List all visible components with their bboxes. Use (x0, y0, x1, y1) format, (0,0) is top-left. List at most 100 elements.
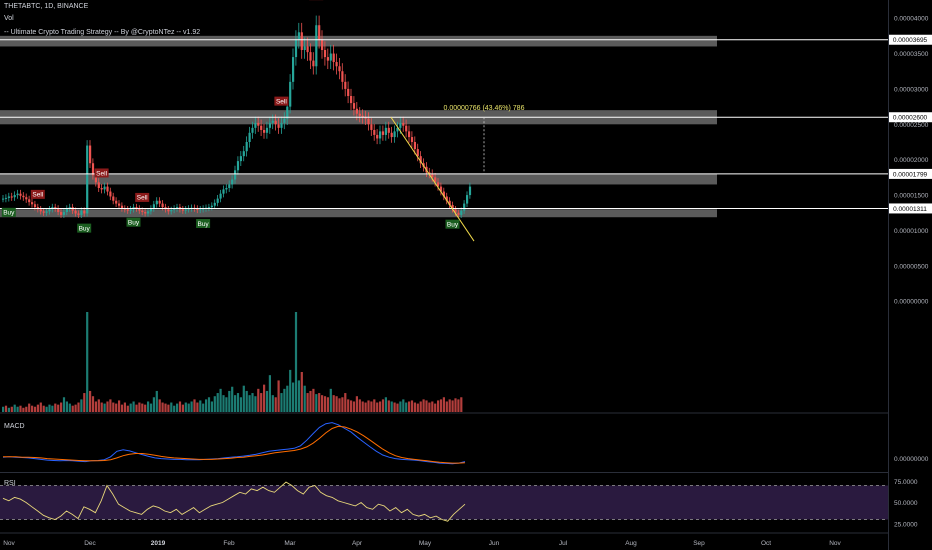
candle-body (2, 198, 5, 200)
candle-body (338, 66, 341, 72)
volume-bar (335, 396, 338, 412)
candle-body (428, 172, 431, 174)
volume-bar (242, 385, 245, 412)
volume-bar (103, 403, 106, 412)
candle-body (94, 175, 97, 183)
volume-bar (384, 397, 387, 412)
buy-signal-label: Buy (197, 221, 209, 228)
volume-bar (277, 380, 280, 412)
candle-body (126, 209, 129, 211)
volume-bar (265, 390, 269, 412)
volume-bar (431, 401, 434, 412)
volume-bar (158, 399, 161, 412)
candle-body (48, 209, 51, 212)
volume-bar (167, 404, 170, 412)
candle-body (410, 137, 414, 142)
symbol-legend[interactable]: THETABTC, 1D, BINANCE (4, 3, 89, 10)
volume-bar (350, 400, 353, 412)
candle-body (13, 195, 16, 198)
candle-body (109, 191, 112, 197)
candle-body (236, 161, 240, 171)
volume-bar (31, 405, 34, 412)
date-tick-label: Jul (559, 540, 568, 547)
rsi-legend[interactable]: RSI (4, 480, 16, 487)
candle-body (152, 204, 155, 209)
macd-legend[interactable]: MACD (4, 423, 25, 430)
candle-body (254, 122, 257, 128)
candle-body (25, 197, 28, 200)
candle-body (323, 50, 327, 58)
volume-bar (45, 406, 48, 412)
buy-signal (126, 217, 141, 227)
candle-body (199, 209, 202, 211)
candle-body (326, 57, 329, 61)
volume-bar (176, 403, 179, 412)
candle-body (329, 53, 332, 61)
volume-bar (33, 406, 37, 412)
volume-bar (294, 312, 298, 412)
volume-bar (173, 405, 176, 412)
volume-bar (355, 396, 358, 412)
buy-signal-label: Buy (447, 221, 459, 228)
candle-body (120, 205, 124, 209)
volume-bar (239, 397, 242, 412)
volume-bar (448, 399, 451, 412)
volume-bar (268, 375, 271, 412)
volume-bar (48, 404, 51, 412)
volume-bar (100, 402, 103, 412)
signal-line (3, 425, 466, 464)
candle-body (16, 193, 19, 196)
volume-layer (2, 312, 463, 412)
volume-bar (379, 401, 382, 412)
volume-bar (297, 380, 300, 412)
candle-body (234, 170, 237, 180)
candle-body (141, 210, 144, 213)
candle-body (219, 193, 222, 199)
rsi-line (2, 481, 466, 522)
candle-body (376, 134, 379, 139)
candle-body (83, 210, 86, 214)
sell-signal (274, 96, 289, 106)
volume-bar (329, 388, 332, 412)
volume-bar (257, 388, 260, 412)
candle-body (112, 196, 115, 201)
candle-body (155, 200, 158, 205)
volume-bar (184, 402, 187, 412)
candle-body (210, 205, 213, 208)
volume-bar (393, 402, 396, 412)
candle-body (80, 210, 83, 215)
candle-body (341, 71, 344, 82)
volume-bar (210, 401, 213, 412)
candle-body (129, 209, 132, 211)
candle-body (300, 32, 303, 50)
date-tick-label: Feb (223, 540, 235, 547)
candle-body (86, 145, 89, 214)
volume-bar (445, 401, 448, 412)
candle-body (33, 204, 37, 208)
price-tick-label: 0.00003500 (894, 51, 929, 58)
volume-bar (152, 397, 155, 412)
price-level-label: 0.00002600 (893, 115, 928, 122)
volume-bar (318, 393, 321, 412)
candle-body (196, 208, 199, 210)
price-tick-label: 0.00001000 (894, 228, 929, 235)
candle-body (228, 184, 231, 188)
candle-body (402, 122, 405, 126)
volume-bar (94, 401, 97, 412)
candle-body (463, 203, 466, 211)
volume-legend[interactable]: Vol (4, 15, 14, 22)
strategy-legend[interactable]: -- Ultimate Crypto Trading Strategy -- B… (4, 29, 201, 36)
volume-bar (405, 402, 408, 412)
rsi-pane[interactable] (0, 481, 888, 522)
volume-bar (338, 398, 341, 412)
volume-bar (115, 403, 118, 412)
macd-pane[interactable] (2, 422, 466, 465)
volume-bar (170, 402, 173, 412)
date-tick-label: Jun (489, 540, 500, 547)
volume-bar (202, 403, 205, 412)
volume-bar (326, 397, 329, 412)
price-level-tag (889, 34, 932, 45)
volume-bar (358, 399, 361, 412)
